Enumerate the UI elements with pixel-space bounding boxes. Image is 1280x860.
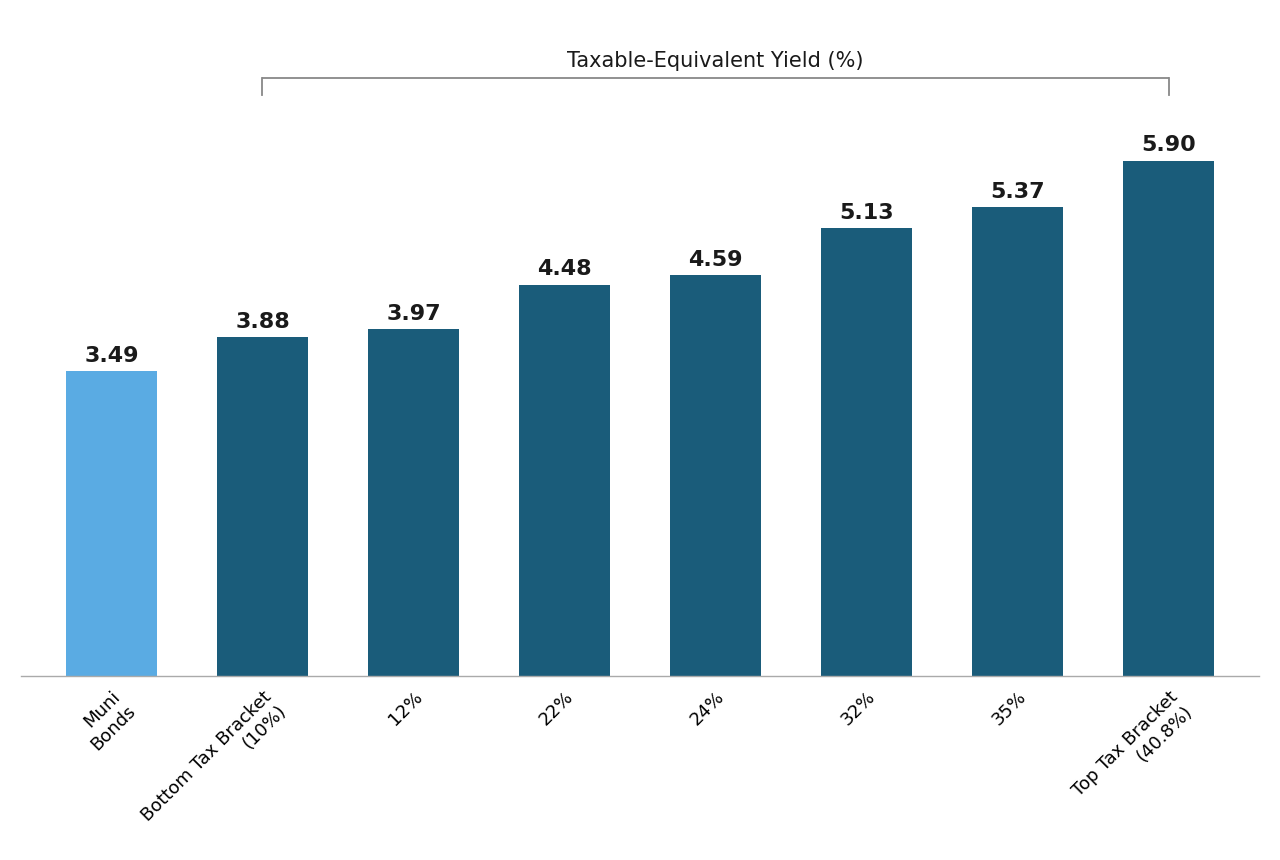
Bar [973, 206, 1062, 676]
Bar [822, 228, 911, 676]
Text: 4.48: 4.48 [538, 259, 591, 280]
Bar [218, 337, 307, 676]
Text: 3.97: 3.97 [387, 304, 440, 324]
Bar [671, 275, 760, 676]
Text: 5.37: 5.37 [991, 181, 1044, 201]
Bar [369, 329, 458, 676]
Text: 5.90: 5.90 [1142, 135, 1196, 156]
Bar [520, 285, 609, 676]
Text: 5.13: 5.13 [840, 202, 893, 223]
Bar [1124, 161, 1213, 676]
Bar [67, 371, 156, 676]
Text: 3.88: 3.88 [236, 311, 289, 332]
Text: 3.49: 3.49 [84, 346, 138, 366]
Text: 4.59: 4.59 [689, 249, 742, 270]
Text: Taxable-Equivalent Yield (%): Taxable-Equivalent Yield (%) [567, 51, 864, 71]
